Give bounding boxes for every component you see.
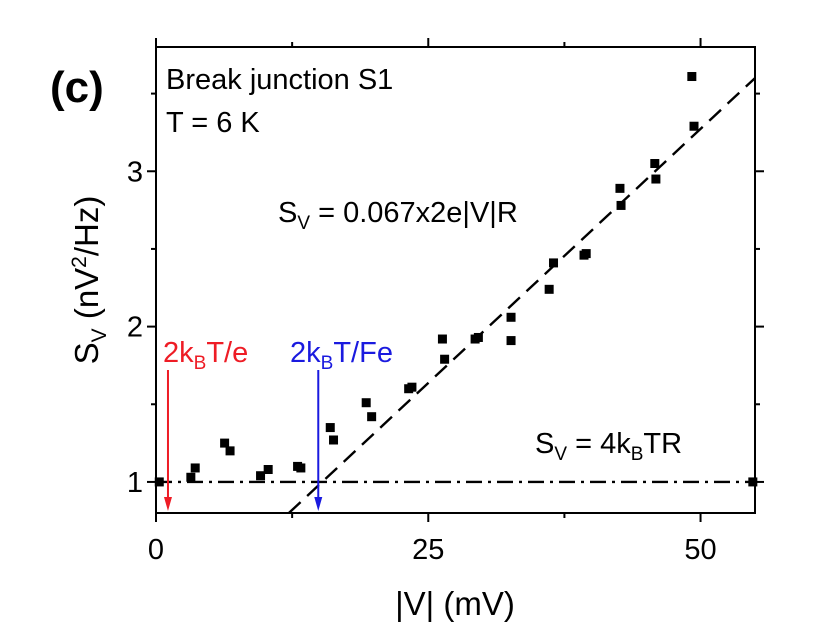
tick-labels: 0 25 50 1 2 3 [127, 156, 717, 566]
arrow0-pre: 2k [163, 337, 194, 369]
ylabel-rest2: /Hz) [68, 196, 105, 257]
arrow-label-kbt-fe: 2kBT/Fe [290, 337, 393, 374]
data-point [256, 471, 266, 481]
data-point [544, 284, 554, 294]
ylabel-sub: V [88, 328, 111, 342]
y-axis-label: SV (nV2/Hz) [68, 196, 111, 365]
data-point [581, 249, 591, 259]
data-point [186, 472, 196, 482]
data-point [440, 354, 450, 364]
title-line-1: Break junction S1 [166, 64, 393, 96]
thermal-label-rest2: TR [643, 428, 682, 460]
data-point [549, 258, 559, 268]
axis-ticks [147, 38, 764, 522]
arrow0-post: T/e [206, 337, 248, 369]
thermal-label-sub: V [554, 444, 567, 465]
lines-layer [156, 77, 756, 514]
y-tick-label: 2 [127, 312, 143, 344]
thermal-label-base: S [535, 428, 554, 460]
y-tick-label: 3 [127, 156, 143, 188]
data-point [329, 435, 339, 445]
data-point [615, 183, 625, 193]
ylabel-rest1: (nV [68, 268, 105, 329]
x-tick-label: 0 [148, 534, 164, 566]
data-point [407, 382, 417, 392]
arrow-head [314, 497, 323, 511]
data-point [506, 336, 516, 346]
title-line-2: T = 6 K [166, 107, 260, 139]
data-point [367, 412, 377, 422]
arrow1-post: T/Fe [333, 337, 393, 369]
fit-label-base: S [278, 197, 297, 229]
thermal-label-rest1: = 4k [567, 428, 631, 460]
ylabel-base: S [68, 342, 105, 364]
arrow1-sub: B [321, 353, 334, 374]
data-point [506, 312, 516, 322]
data-point [225, 446, 235, 456]
data-point [296, 463, 306, 473]
arrows-layer [163, 370, 323, 511]
data-point [437, 334, 447, 344]
panel-label: (c) [50, 63, 104, 112]
arrow-head [163, 497, 172, 511]
data-point [190, 463, 200, 473]
x-tick-label: 25 [412, 534, 444, 566]
fit-line [288, 77, 756, 514]
data-point [687, 72, 697, 82]
data-point [689, 121, 699, 131]
plot-frame [155, 46, 756, 514]
data-point [325, 423, 335, 433]
x-tick-label: 50 [684, 534, 716, 566]
fit-line-label: SV = 0.067x2e|V|R [278, 197, 518, 234]
data-point [361, 398, 371, 408]
data-point [651, 174, 661, 184]
thermal-line-label: SV = 4kBTR [535, 428, 682, 465]
y-tick-label: 1 [127, 467, 143, 499]
arrow-label-kbt-e: 2kBT/e [163, 337, 248, 374]
thermal-label-sub2: B [631, 444, 644, 465]
data-point [616, 200, 626, 210]
data-point [650, 159, 660, 168]
x-axis-label: |V| (mV) [395, 585, 515, 622]
arrow0-sub: B [194, 353, 207, 374]
data-point [220, 438, 230, 448]
data-point [263, 465, 273, 475]
ylabel-sup: 2 [68, 256, 91, 268]
arrow1-pre: 2k [290, 337, 321, 369]
fit-label-sub: V [297, 213, 310, 234]
fit-label-rest: = 0.067x2e|V|R [310, 197, 518, 229]
